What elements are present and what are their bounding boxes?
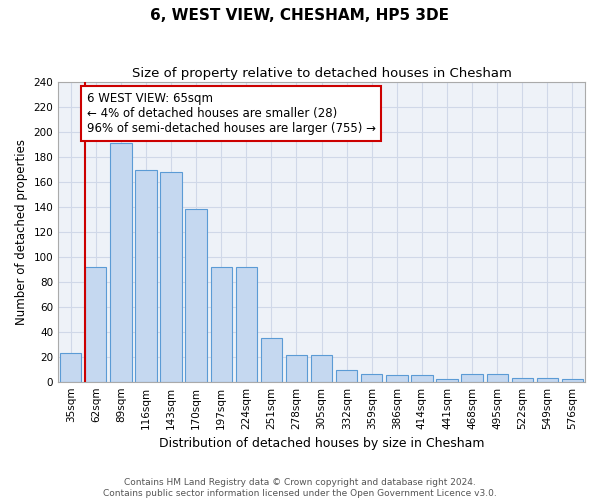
Bar <box>487 374 508 382</box>
Bar <box>512 378 533 382</box>
Bar <box>386 376 407 382</box>
Bar <box>85 266 106 382</box>
Bar <box>336 370 358 382</box>
Text: Contains HM Land Registry data © Crown copyright and database right 2024.
Contai: Contains HM Land Registry data © Crown c… <box>103 478 497 498</box>
Bar <box>110 143 131 382</box>
Bar <box>537 378 558 382</box>
Bar <box>60 353 82 382</box>
Bar <box>211 266 232 382</box>
Title: Size of property relative to detached houses in Chesham: Size of property relative to detached ho… <box>131 68 512 80</box>
Bar <box>236 266 257 382</box>
Text: 6 WEST VIEW: 65sqm
← 4% of detached houses are smaller (28)
96% of semi-detached: 6 WEST VIEW: 65sqm ← 4% of detached hous… <box>86 92 376 134</box>
Bar <box>361 374 382 382</box>
Bar <box>185 209 207 382</box>
Y-axis label: Number of detached properties: Number of detached properties <box>15 138 28 324</box>
Text: 6, WEST VIEW, CHESHAM, HP5 3DE: 6, WEST VIEW, CHESHAM, HP5 3DE <box>151 8 449 22</box>
Bar <box>136 170 157 382</box>
Bar <box>411 376 433 382</box>
Bar <box>286 356 307 382</box>
Bar <box>562 379 583 382</box>
X-axis label: Distribution of detached houses by size in Chesham: Distribution of detached houses by size … <box>159 437 484 450</box>
Bar <box>261 338 282 382</box>
Bar <box>436 379 458 382</box>
Bar <box>311 356 332 382</box>
Bar <box>160 172 182 382</box>
Bar <box>461 374 483 382</box>
